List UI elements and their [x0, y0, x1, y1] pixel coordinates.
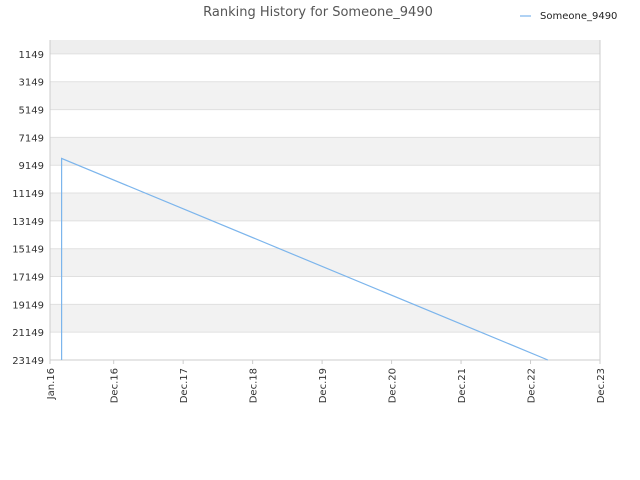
x-tick-label: Dec.19 [318, 368, 329, 403]
x-tick-label: Dec.21 [457, 368, 468, 403]
x-tick-label: Dec.18 [249, 368, 260, 403]
series-line [60, 157, 549, 361]
grid-band [50, 304, 600, 333]
x-tick-label: Dec.16 [110, 368, 121, 403]
legend[interactable]: Someone_9490 [520, 11, 617, 22]
grid-band [50, 248, 600, 277]
y-tick-label: 17149 [12, 273, 44, 284]
series-layer [60, 157, 549, 361]
y-tick-label: 9149 [19, 161, 44, 172]
grid-band [50, 193, 600, 221]
grid-band [50, 165, 600, 194]
grid-bands [50, 40, 600, 360]
grid-band [50, 53, 600, 82]
y-axis: 1149 3149 5149 7149 9149 11149 13149 15149 17149… [12, 50, 44, 367]
x-tick-label: Dec.22 [527, 368, 538, 403]
y-tick-label: 21149 [12, 328, 44, 339]
y-tick-label: 11149 [12, 189, 44, 200]
grid-band [50, 137, 600, 166]
y-tick-label: 23149 [12, 356, 44, 367]
grid-band [50, 332, 600, 360]
x-tick-label: Dec.17 [179, 368, 190, 403]
x-tick-label: Dec.20 [388, 368, 399, 403]
grid-band-top [50, 40, 600, 54]
y-tick-label: 15149 [12, 245, 44, 256]
x-tick-label: Dec.23 [596, 368, 607, 403]
y-tick-label: 5149 [19, 106, 44, 117]
chart-title: Ranking History for Someone_9490 [203, 5, 433, 20]
grid-band [50, 276, 600, 305]
y-tick-label: 1149 [19, 50, 44, 61]
legend-label: Someone_9490 [540, 11, 617, 22]
y-tick-label: 3149 [19, 78, 44, 89]
x-axis: Jan.16 Dec.16 Dec.17 Dec.18 Dec.19 Dec.20 Dec.… [46, 360, 607, 403]
y-tick-label: 7149 [19, 133, 44, 144]
grid-band [50, 81, 600, 110]
y-tick-label: 13149 [12, 217, 44, 228]
grid-lines [49, 40, 601, 361]
y-tick-label: 19149 [12, 300, 44, 311]
grid-band [50, 109, 600, 138]
grid-band [50, 220, 600, 249]
x-tick-label: Jan.16 [46, 368, 57, 400]
